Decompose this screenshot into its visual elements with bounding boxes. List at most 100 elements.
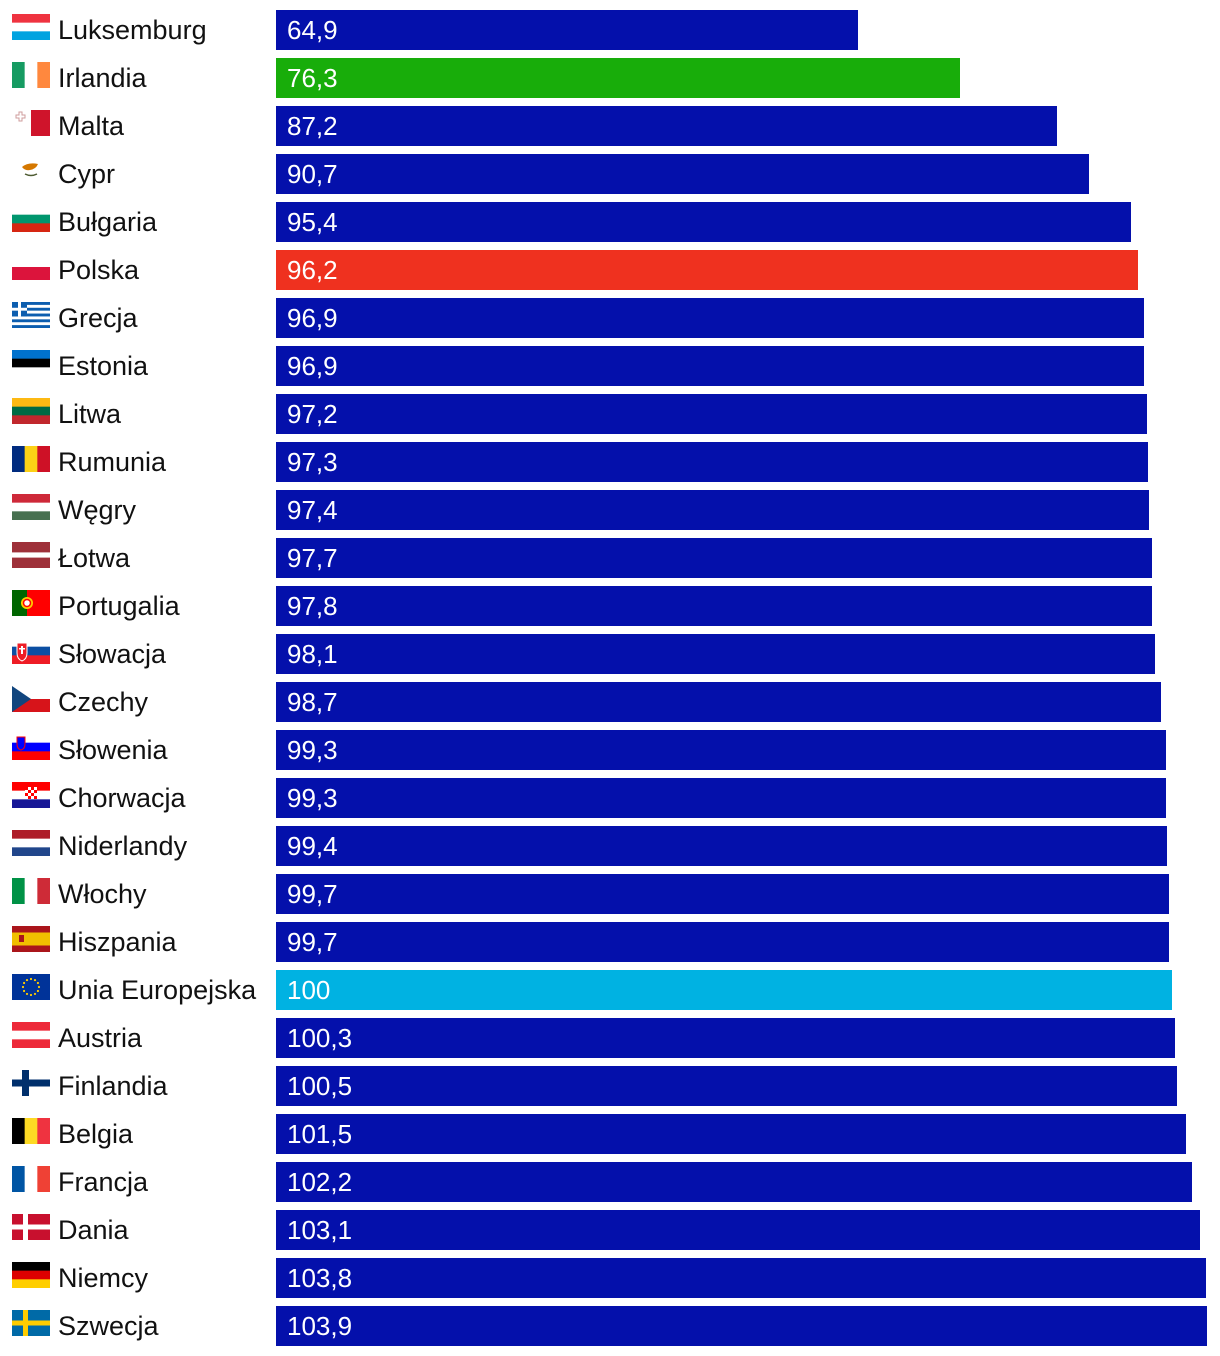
flag-lu-icon <box>12 14 50 40</box>
flag-si-icon <box>12 734 50 760</box>
data-label: 99,7 <box>287 927 338 957</box>
data-label: 64,9 <box>287 15 338 45</box>
chart-row: Austria 100,3 <box>0 1018 1220 1058</box>
chart-row: Litwa 97,2 <box>0 394 1220 434</box>
bar <box>276 58 960 98</box>
category-label: Grecja <box>58 303 138 333</box>
category-label: Portugalia <box>58 591 180 621</box>
bar <box>276 1258 1207 1298</box>
bar <box>276 1018 1175 1058</box>
data-label: 96,2 <box>287 255 338 285</box>
flag-fi-icon <box>12 1070 50 1096</box>
data-label: 98,7 <box>287 687 338 717</box>
flag-cz-icon <box>12 686 50 712</box>
bar <box>276 202 1131 242</box>
chart-row: Unia Europejska 100 <box>0 970 1220 1010</box>
flag-ro-icon <box>12 446 50 472</box>
bar <box>276 394 1148 434</box>
data-label: 99,7 <box>287 879 338 909</box>
data-label: 99,4 <box>287 831 338 861</box>
bar <box>276 106 1058 146</box>
category-label: Włochy <box>58 879 147 909</box>
flag-at-icon <box>12 1022 50 1048</box>
bar <box>276 538 1152 578</box>
category-label: Belgia <box>58 1119 134 1149</box>
data-label: 99,3 <box>287 783 338 813</box>
category-label: Austria <box>58 1023 143 1053</box>
category-label: Luksemburg <box>58 15 207 45</box>
flag-lv-icon <box>12 542 50 568</box>
bar <box>276 922 1170 962</box>
flag-pl-icon <box>12 254 50 280</box>
flag-ee-icon <box>12 350 50 376</box>
chart-row: Łotwa 97,7 <box>0 538 1220 578</box>
data-label: 103,1 <box>287 1215 353 1245</box>
category-label: Malta <box>58 111 125 141</box>
chart-row: Słowenia 99,3 <box>0 730 1220 770</box>
flag-fr-icon <box>12 1166 50 1192</box>
data-label: 76,3 <box>287 63 338 93</box>
chart-row: Grecja 96,9 <box>0 298 1220 338</box>
chart-row: Irlandia 76,3 <box>0 58 1220 98</box>
category-label: Francja <box>58 1167 149 1197</box>
chart-row: Dania 103,1 <box>0 1210 1220 1250</box>
category-label: Słowacja <box>58 639 167 669</box>
flag-mt-icon <box>12 110 50 136</box>
bar <box>276 10 858 50</box>
bar <box>276 1066 1177 1106</box>
chart-row: Hiszpania 99,7 <box>0 922 1220 962</box>
chart-row: Portugalia 97,8 <box>0 586 1220 626</box>
chart-row: Bułgaria 95,4 <box>0 202 1220 242</box>
data-label: 99,3 <box>287 735 338 765</box>
flag-gr-icon <box>12 302 50 328</box>
data-label: 101,5 <box>287 1119 353 1149</box>
category-label: Hiszpania <box>58 927 177 957</box>
category-label: Estonia <box>58 351 149 381</box>
category-label: Niemcy <box>58 1263 149 1293</box>
bar <box>276 1114 1186 1154</box>
data-label: 97,4 <box>287 495 338 525</box>
category-label: Łotwa <box>58 543 131 573</box>
bar <box>276 154 1089 194</box>
chart-row: Szwecja 103,9 <box>0 1306 1220 1346</box>
flag-bg-icon <box>12 206 50 232</box>
chart-row: Finlandia 100,5 <box>0 1066 1220 1106</box>
bar <box>276 778 1166 818</box>
data-label: 97,7 <box>287 543 338 573</box>
chart-row: Niderlandy 99,4 <box>0 826 1220 866</box>
bar <box>276 442 1148 482</box>
category-label: Chorwacja <box>58 783 186 813</box>
data-label: 90,7 <box>287 159 338 189</box>
data-label: 95,4 <box>287 207 338 237</box>
chart-row: Malta 87,2 <box>0 106 1220 146</box>
category-label: Słowenia <box>58 735 168 765</box>
bar <box>276 490 1149 530</box>
chart-row: Czechy 98,7 <box>0 682 1220 722</box>
bar <box>276 682 1161 722</box>
chart-row: Niemcy 103,8 <box>0 1258 1220 1298</box>
flag-sk-icon <box>12 638 50 664</box>
data-label: 97,8 <box>287 591 338 621</box>
chart-row: Chorwacja 99,3 <box>0 778 1220 818</box>
bar <box>276 826 1167 866</box>
bar <box>276 250 1139 290</box>
bar <box>276 298 1145 338</box>
data-label: 96,9 <box>287 303 338 333</box>
flag-it-icon <box>12 878 50 904</box>
category-label: Niderlandy <box>58 831 188 861</box>
category-label: Czechy <box>58 687 149 717</box>
bar <box>276 970 1173 1010</box>
data-label: 97,3 <box>287 447 338 477</box>
flag-cy-icon <box>12 158 50 184</box>
chart-row: Słowacja 98,1 <box>0 634 1220 674</box>
chart-row: Luksemburg 64,9 <box>0 10 1220 50</box>
category-label: Cypr <box>58 159 116 189</box>
flag-es-icon <box>12 926 50 952</box>
bar <box>276 634 1156 674</box>
chart-row: Węgry 97,4 <box>0 490 1220 530</box>
category-label: Irlandia <box>58 63 147 93</box>
category-label: Litwa <box>58 399 122 429</box>
data-label: 97,2 <box>287 399 338 429</box>
bar <box>276 1162 1192 1202</box>
